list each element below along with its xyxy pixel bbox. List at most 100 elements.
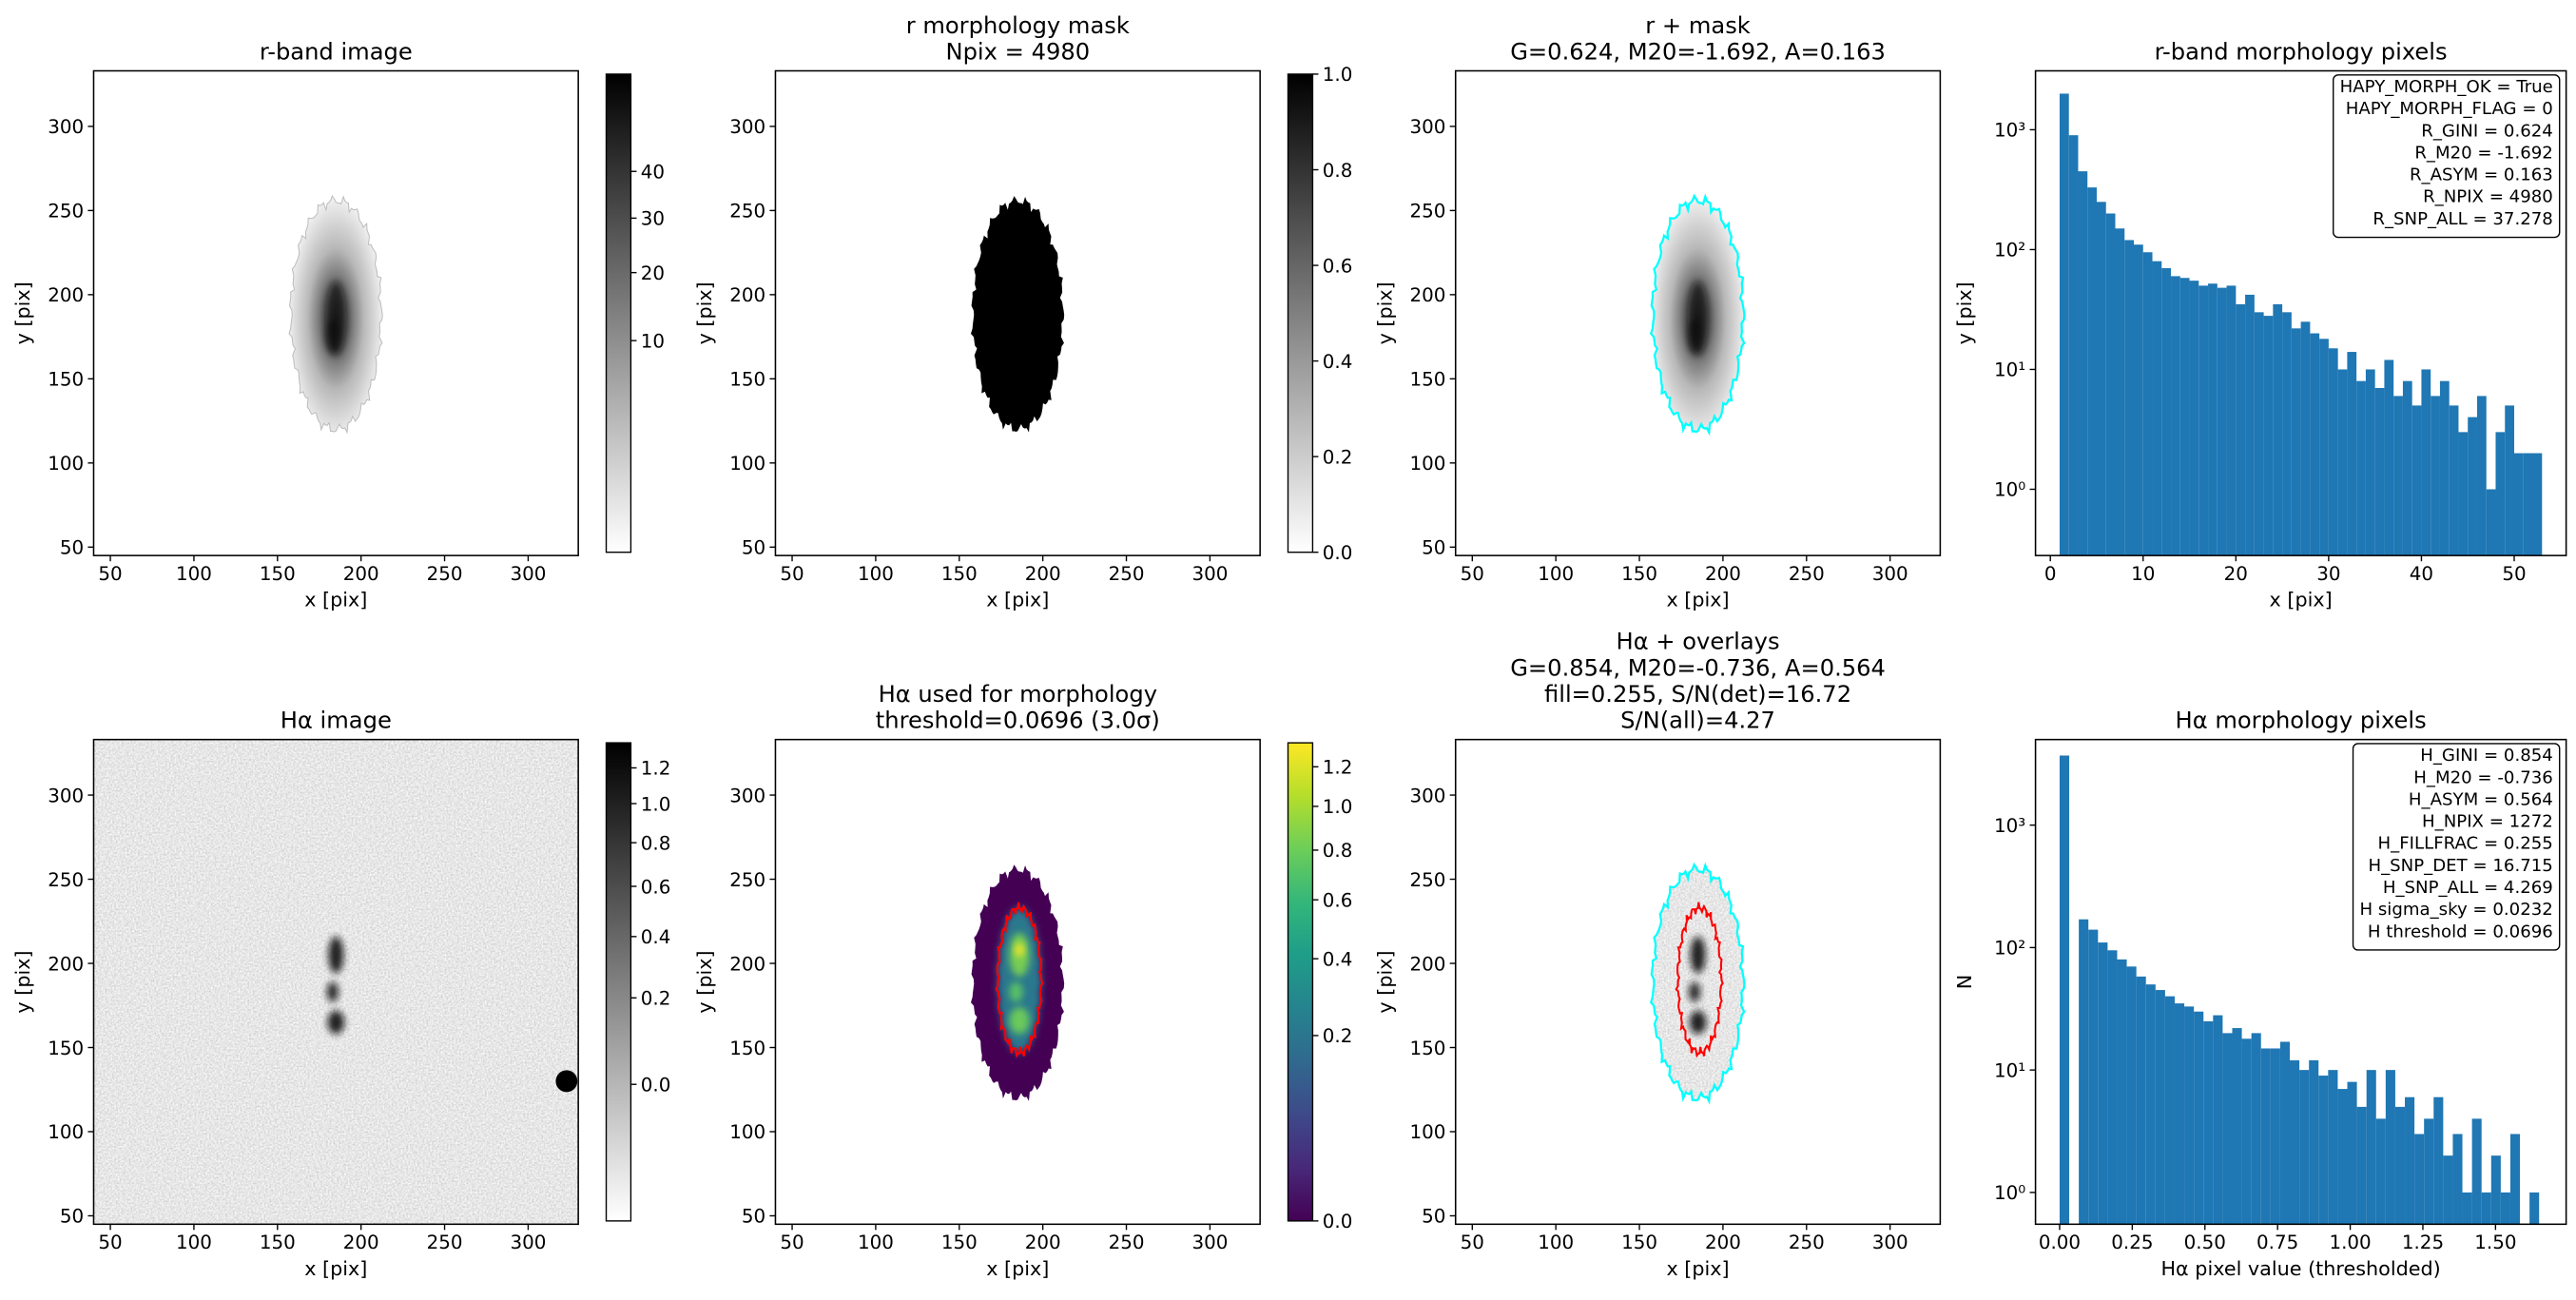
- image-feature: [327, 1010, 345, 1035]
- image-feature: [325, 320, 339, 354]
- histogram-bar: [2374, 387, 2385, 556]
- histogram-bar: [2184, 1006, 2195, 1225]
- histogram-bar: [2254, 312, 2264, 556]
- histogram-bar: [2402, 380, 2412, 556]
- x-tick-label: 200: [1025, 563, 1061, 585]
- y-tick-label: 200: [48, 284, 84, 306]
- x-tick-label: 50: [98, 1232, 122, 1253]
- histogram-bar: [2126, 966, 2137, 1225]
- histogram-bar: [2523, 453, 2533, 556]
- histogram-bar: [2217, 287, 2227, 556]
- y-tick-label: 150: [729, 1038, 765, 1059]
- plot-area: [93, 739, 579, 1225]
- image-feature: [1690, 936, 1706, 974]
- histogram-bar: [2142, 252, 2153, 556]
- colorbar-tick-label: 0.0: [641, 1074, 671, 1096]
- histogram-bar: [2164, 996, 2175, 1225]
- y-tick-label: 10¹: [1994, 359, 2025, 381]
- x-tick-label: 50: [1461, 563, 1484, 585]
- x-axis-label: x [pix]: [304, 1257, 367, 1280]
- colorbar-tick-label: 0.6: [1323, 889, 1353, 911]
- chart-title: r-band image: [260, 38, 413, 65]
- annotation-text: R_GINI = 0.624: [2421, 121, 2553, 141]
- histogram-bar: [2337, 1089, 2348, 1225]
- histogram-bar: [2433, 1096, 2444, 1225]
- annotation-background: [2333, 74, 2561, 239]
- chart-title: Npix = 4980: [946, 38, 1091, 65]
- y-tick-label: 100: [729, 453, 765, 475]
- chart-title: G=0.854, M20=-0.736, A=0.564: [1510, 654, 1886, 681]
- colorbar-tick-label: 10: [641, 330, 665, 352]
- annotation-text: H threshold = 0.0696: [2368, 922, 2553, 941]
- y-tick-label: 50: [1422, 537, 1445, 559]
- y-tick-label: 10³: [1994, 815, 2025, 837]
- x-tick-label: 300: [1872, 1232, 1908, 1253]
- y-tick-label: 150: [48, 1038, 84, 1059]
- histogram-bar: [2059, 93, 2069, 556]
- noise-background: [93, 739, 579, 1225]
- y-axis-label: y [pix]: [1373, 281, 1396, 344]
- axes-frame: [1454, 69, 1942, 556]
- histogram-bar: [2087, 187, 2097, 556]
- x-tick-label: 1.00: [2329, 1232, 2371, 1253]
- histogram-bar: [2078, 171, 2088, 556]
- x-tick-label: 40: [2410, 563, 2433, 585]
- colorbar-tick-label: 0.4: [1323, 948, 1353, 970]
- x-tick-label: 250: [1789, 563, 1825, 585]
- y-tick-label: 150: [48, 369, 84, 391]
- histogram-bar: [2136, 976, 2146, 1225]
- signal-region: [996, 902, 1043, 1057]
- x-tick-label: 0.75: [2256, 1232, 2298, 1253]
- y-tick-label: 10¹: [1994, 1059, 2025, 1081]
- x-tick-label: 50: [1461, 1232, 1484, 1253]
- colorbar-tick-label: 0.4: [641, 926, 671, 948]
- y-tick-label: 50: [60, 537, 84, 559]
- colorbar-tick-label: 0.8: [641, 832, 671, 854]
- histogram-bar: [2171, 276, 2180, 556]
- histogram-bar: [2245, 294, 2255, 556]
- histogram-bar: [2236, 303, 2246, 556]
- y-tick-label: 300: [729, 785, 765, 806]
- chart-title: threshold=0.0696 (3.0σ): [876, 708, 1160, 734]
- y-tick-label: 250: [1409, 869, 1445, 891]
- annotation-background: [2352, 743, 2561, 951]
- histogram-bar: [2468, 417, 2477, 556]
- axes-frame: [92, 69, 579, 556]
- y-axis-label: y [pix]: [693, 950, 716, 1013]
- annotation-text: H_NPIX = 1272: [2422, 812, 2553, 832]
- colorbar-tick-label: 40: [641, 161, 665, 183]
- histogram-bar: [2385, 1070, 2395, 1225]
- image-feature: [1689, 1010, 1707, 1035]
- histogram-bar: [2300, 321, 2311, 556]
- y-tick-label: 50: [742, 1206, 765, 1228]
- histogram-bar: [2495, 432, 2506, 556]
- histogram-bar: [2134, 244, 2143, 556]
- x-tick-label: 0.00: [2039, 1232, 2081, 1253]
- histogram-bar: [2059, 755, 2070, 1225]
- histogram-bar: [2098, 942, 2108, 1225]
- annotation-text: H_SNP_DET = 16.715: [2368, 856, 2552, 876]
- plot-area: [1455, 70, 1941, 556]
- annotation-text: H sigma_sky = 0.0232: [2359, 900, 2552, 920]
- x-tick-label: 150: [1621, 563, 1657, 585]
- contour: [995, 902, 1044, 1058]
- x-tick-label: 300: [510, 563, 546, 585]
- histogram-bar: [2079, 919, 2089, 1225]
- image-feature: [1009, 981, 1023, 1002]
- x-tick-label: 10: [2131, 563, 2155, 585]
- histogram-bar: [2189, 281, 2199, 556]
- x-tick-label: 50: [780, 1232, 804, 1253]
- y-axis-label: y [pix]: [1953, 281, 1976, 344]
- x-tick-label: 0.25: [2111, 1232, 2153, 1253]
- x-tick-label: 200: [1705, 1232, 1741, 1253]
- histogram-bar: [2411, 405, 2422, 556]
- histogram-bar: [2347, 1081, 2357, 1225]
- y-tick-label: 200: [1409, 284, 1445, 306]
- x-tick-label: 200: [343, 563, 379, 585]
- histogram-bar: [2505, 405, 2515, 556]
- histogram-bar: [2481, 1192, 2491, 1225]
- y-tick-label: 150: [1409, 369, 1445, 391]
- histogram-bar: [2394, 1106, 2406, 1225]
- histogram-bar: [2452, 1134, 2463, 1225]
